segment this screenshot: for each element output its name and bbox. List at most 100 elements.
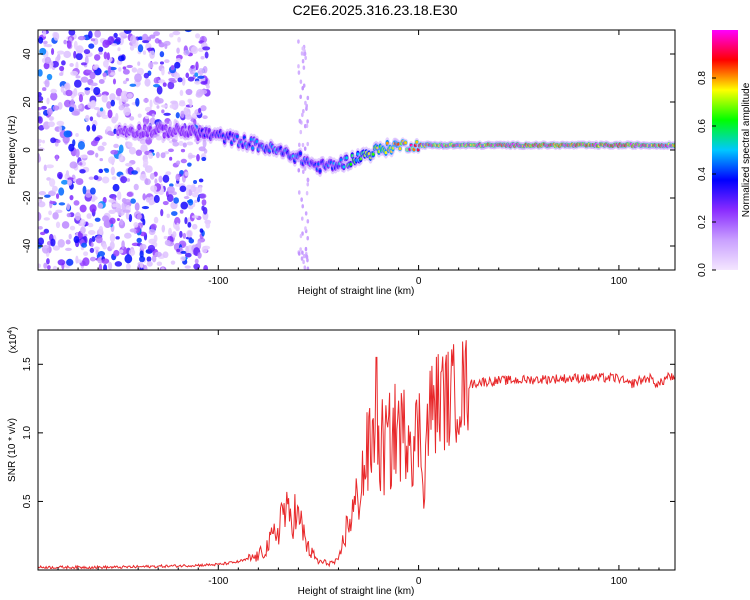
noise-cell [135,97,140,107]
noise-cell [302,169,305,174]
snr-multiplier: (x104) [7,327,19,354]
noise-cell [69,225,76,231]
noise-cell [80,62,87,66]
noise-cell [155,135,163,141]
noise-cell [43,62,50,70]
noise-cell [142,40,150,44]
x-tick-label: 0 [416,576,422,587]
noise-cell [195,61,199,71]
noise-cell [190,46,199,54]
noise-cell [104,168,110,173]
noise-cell [94,217,101,222]
noise-cell [51,185,58,192]
noise-cell [126,191,134,197]
noise-cell [93,175,99,181]
noise-cell [77,140,86,150]
noise-cell [38,95,44,102]
noise-cell [201,205,205,211]
colorbar-bar [712,30,738,270]
noise-cell [187,76,195,82]
noise-cell [169,156,173,161]
noise-cell [166,186,175,194]
noise-cell [176,248,181,253]
noise-cell [188,154,196,159]
noise-cell [182,232,187,239]
noise-cell [164,59,170,64]
noise-cell [118,153,124,162]
noise-cell [137,44,144,53]
noise-cell [125,162,133,167]
noise-cell [301,142,305,148]
noise-cell [114,261,123,267]
noise-cell [55,154,59,162]
noise-cell [195,33,201,39]
noise-cell [77,104,83,110]
noise-cell [39,231,46,236]
noise-cell [113,143,119,149]
noise-cell [67,179,73,186]
noise-cell [120,176,128,184]
noise-cell [52,105,60,111]
noise-cell [113,32,118,38]
noise-cell [63,130,72,138]
noise-cell [304,100,307,106]
noise-cell [200,105,207,112]
signal-core-cell [318,169,322,173]
noise-cell [75,178,84,185]
noise-cell [158,79,166,84]
noise-cell [306,257,309,263]
noise-cell [46,258,50,265]
noise-cell [81,242,88,248]
noise-cell [185,88,193,96]
noise-cell [153,77,160,84]
noise-cell [156,105,160,109]
noise-cell [70,98,75,108]
noise-cell [120,90,129,100]
noise-cell [152,61,159,65]
noise-cell [101,141,107,147]
noise-cell [163,112,171,116]
noise-cell [160,152,166,159]
noise-cell [95,152,99,158]
noise-cell [144,106,152,112]
noise-cell [147,244,156,252]
noise-cell [103,51,108,60]
noise-cell [59,72,64,77]
y-tick-label: 0 [22,147,33,153]
spectrogram-ylabel: Frequency (Hz) [7,116,18,185]
spectrogram-xlabel: Height of straight line (km) [298,286,415,297]
noise-cell [137,113,142,118]
noise-cell [70,70,79,76]
noise-cell [168,148,174,153]
noise-cell [182,142,187,148]
y-tick-label: 1.5 [22,357,33,371]
noise-cell [301,46,305,51]
noise-cell [122,103,130,107]
noise-cell [305,254,308,259]
snr-ylabel: SNR (10 * v/v) [7,418,18,482]
noise-cell [63,39,67,45]
figure-title: C2E6.2025.316.23.18.E30 [292,2,457,18]
noise-cell [148,228,156,236]
noise-cell [301,59,305,64]
noise-cell [101,114,109,119]
noise-cell [48,178,56,187]
noise-cell [298,118,302,124]
signal-core-cell [398,146,402,151]
noise-cell [112,78,117,85]
noise-cell [300,216,304,221]
noise-cell [58,187,65,196]
noise-cell [129,83,137,87]
noise-cell [43,262,48,269]
noise-cell [139,173,147,181]
noise-cell [302,109,305,114]
noise-cell [159,51,165,58]
noise-cell [85,69,93,74]
signal-core-cell [251,146,255,150]
noise-cell [205,221,211,229]
noise-cell [52,212,59,220]
noise-cell [174,61,181,69]
noise-cell [50,92,58,101]
noise-cell [110,99,116,107]
noise-cell [128,248,136,256]
